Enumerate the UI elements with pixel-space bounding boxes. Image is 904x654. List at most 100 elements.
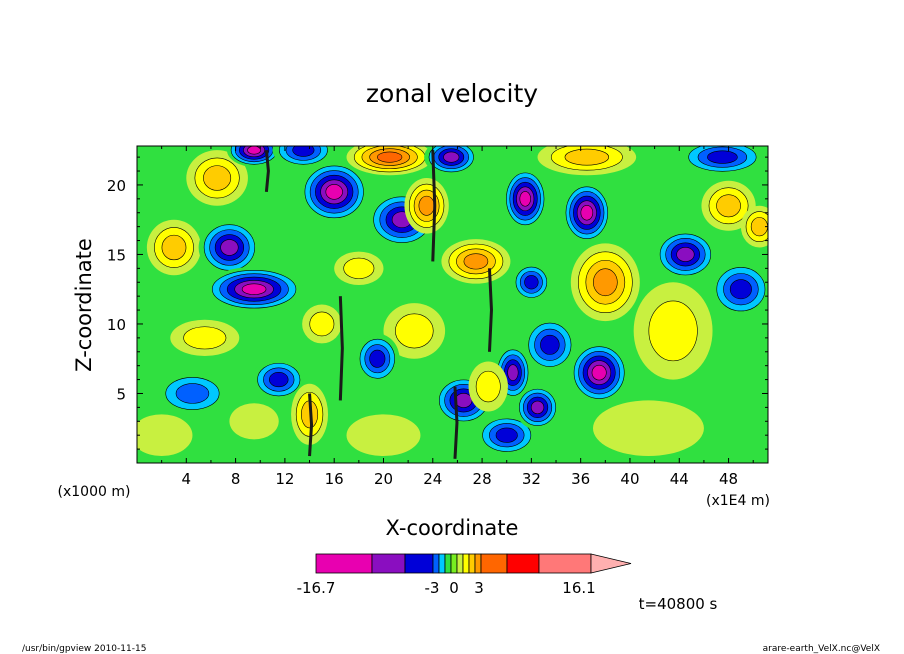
velocity-region: [155, 371, 230, 416]
x-tick-label: 20: [374, 470, 393, 488]
colorbar-label: -3: [425, 579, 440, 597]
contour-ridge: [453, 386, 459, 459]
x-tick-label: 32: [522, 470, 541, 488]
colorbar-segment: [480, 553, 508, 574]
velocity-region: [537, 146, 637, 176]
contour-level: [454, 392, 473, 408]
y-axis-unit: (x1000 m): [58, 484, 131, 500]
velocity-region: [251, 358, 306, 401]
contour-level: [183, 326, 227, 350]
velocity-region: [424, 146, 479, 176]
velocity-region: [272, 146, 335, 169]
x-tick-label: 28: [473, 470, 492, 488]
contour-level: [648, 300, 698, 362]
contour-level: [268, 372, 289, 388]
contour-level: [716, 194, 741, 218]
contour-level: [229, 403, 279, 440]
velocity-region: [186, 150, 248, 206]
velocity-region: [740, 205, 768, 248]
contour-ridge: [487, 268, 493, 352]
contour-level: [137, 414, 193, 457]
velocity-region: [404, 177, 449, 234]
velocity-region: [441, 239, 511, 284]
contour-level: [495, 427, 518, 443]
velocity-region: [522, 317, 577, 373]
colorbar-segment: [371, 553, 406, 574]
contour-level: [241, 283, 267, 295]
contour-level: [418, 195, 435, 216]
y-tick-label: 5: [116, 385, 126, 403]
x-tick-label: 48: [719, 470, 738, 488]
heatmap-field: [137, 146, 768, 457]
x-tick-label: 40: [620, 470, 639, 488]
contour-level: [591, 364, 607, 381]
contour-level: [247, 146, 261, 155]
contour-level: [707, 150, 738, 164]
contour-level: [309, 311, 335, 337]
velocity-region: [515, 385, 560, 430]
contour-level: [593, 268, 618, 297]
contour-level: [369, 349, 386, 368]
colorbar-segment: [444, 553, 452, 574]
colorbar-extend-arrow: [590, 553, 632, 574]
contour-level: [530, 400, 545, 415]
velocity-region: [633, 282, 713, 380]
contour-level: [592, 400, 704, 457]
colorbar-segment: [506, 553, 540, 574]
velocity-region: [204, 266, 304, 312]
contour-level: [580, 205, 594, 221]
velocity-region: [302, 304, 342, 344]
x-axis-unit: (x1E4 m): [706, 493, 770, 509]
velocity-region: [355, 333, 400, 384]
colorbar-segment: [438, 553, 446, 574]
velocity-region: [170, 319, 240, 356]
colorbar-segment: [538, 553, 592, 574]
velocity-region: [562, 182, 612, 244]
contour-level: [519, 191, 531, 207]
colorbar-segment: [456, 553, 464, 574]
time-label: t=40800 s: [639, 595, 718, 613]
velocity-region: [710, 261, 768, 318]
contour-level: [507, 364, 519, 381]
contour-level: [676, 246, 695, 262]
contour-ridge: [308, 393, 314, 457]
velocity-region: [229, 403, 279, 440]
contour-level: [524, 275, 539, 290]
colorbar-segment: [474, 553, 482, 574]
velocity-region: [569, 342, 629, 404]
velocity-region: [570, 243, 640, 322]
contour-ridge: [264, 150, 270, 193]
velocity-region: [146, 219, 202, 276]
velocity-region: [346, 146, 433, 176]
x-tick-label: 36: [571, 470, 590, 488]
velocity-region: [334, 251, 384, 286]
x-axis: 4 8 12 16 20 24 28 32 36 40 44 48: [161, 146, 754, 488]
colorbar-segment: [315, 553, 373, 574]
colorbar-label: -16.7: [297, 579, 336, 597]
x-tick-label: 4: [182, 470, 192, 488]
velocity-region: [654, 229, 717, 280]
contour-level: [346, 414, 421, 457]
colorbar-segment: [404, 553, 434, 574]
y-tick-label: 10: [107, 316, 126, 334]
x-tick-label: 8: [231, 470, 241, 488]
footer-left: /usr/bin/gpview 2010-11-15: [22, 644, 146, 654]
colorbar: [315, 553, 632, 574]
colorbar-segment: [432, 553, 440, 574]
contour-level: [395, 313, 434, 349]
colorbar-segment: [462, 553, 470, 574]
contour-ridges: [264, 150, 493, 459]
colorbar-label: 0: [449, 579, 459, 597]
contour-level: [377, 151, 403, 163]
velocity-region: [137, 414, 193, 457]
contour-level: [729, 279, 752, 300]
contour-level: [325, 184, 343, 200]
velocity-region: [701, 180, 756, 231]
y-axis: 5 10 15 20: [107, 156, 768, 450]
velocity-region: [198, 219, 261, 276]
colorbar-label: 3: [474, 579, 484, 597]
velocity-region: [468, 361, 508, 412]
colorbar-label: 16.1: [562, 579, 595, 597]
velocity-region: [299, 161, 369, 223]
contour-level: [343, 257, 375, 279]
